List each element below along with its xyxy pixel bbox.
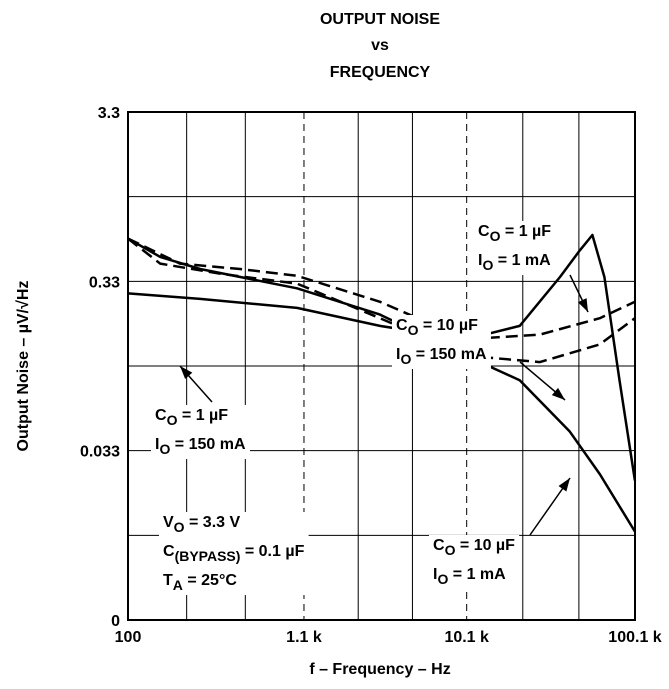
annotation-part: = 1 µF [177,407,228,424]
annotation-part: O [437,571,448,587]
annotation-part: O [490,228,501,244]
annotation-part: O [408,322,419,338]
y-tick-label: 0 [111,613,120,630]
annotation-bg [159,512,309,595]
annotation-text: CO = 1 µF [478,223,551,244]
annotation-part: O [445,542,456,558]
annotation-part: A [173,577,183,593]
annotation-part: = 10 µF [418,317,478,334]
line-series [127,233,637,481]
annotation-part: O [159,441,170,457]
line-series [127,237,636,533]
annotation-arrowhead [180,366,193,380]
annotation-part: = 1 mA [493,252,551,269]
annotation-text: IO = 1 mA [433,566,506,587]
annotation-text: CO = 10 µF [433,537,515,558]
x-tick-label: 10.1 k [444,629,489,646]
y-tick-label: 3.3 [98,105,120,122]
annotation-bg [151,405,250,459]
annotation-arrowhead [558,478,570,492]
annotation-part: C [433,537,445,554]
annotation-text: CO = 10 µF [396,317,478,338]
annotation-part: = 3.3 V [185,514,241,531]
annotation-part: T [163,572,173,589]
annotation-part: O [167,412,178,428]
annotation-part: I [478,252,482,269]
annotation-part: O [400,351,411,367]
annotation-part: I [433,566,437,583]
annotation-text: VO = 3.3 V [163,514,240,535]
annotation-bg [429,535,520,589]
annotation-text: C(BYPASS) = 0.1 µF [163,543,305,564]
annotation-text: IO = 1 mA [478,252,551,273]
x-axis-title: f – Frequency – Hz [309,661,450,678]
annotation-part: = 0.1 µF [240,543,304,560]
annotation-text: IO = 150 mA [396,346,487,367]
annotation-text: TA = 25°C [163,572,237,593]
annotation-part: = 10 µF [455,537,515,554]
line-series [127,237,636,341]
annotation-part: = 25°C [183,572,237,589]
annotation-part: (BYPASS) [175,548,241,564]
chart-title: vs [371,37,389,54]
annotation-part: C [396,317,408,334]
x-tick-label: 100 [115,629,142,646]
y-axis-title: Output Noise – µV/√Hz [15,281,32,452]
x-tick-label: 100.1 k [608,629,661,646]
annotation-part: C [155,407,167,424]
chart-title: OUTPUT NOISE [320,11,440,28]
annotation-part: C [163,543,175,560]
chart-title: FREQUENCY [330,64,431,81]
annotation-text: IO = 150 mA [155,436,246,457]
annotation-bg [392,315,491,369]
annotation-part: = 150 mA [411,346,487,363]
annotation-arrowhead [577,298,588,312]
line-series [127,237,636,364]
annotation-part: V [163,514,174,531]
annotation-bg [474,221,556,275]
plot-frame [127,111,636,621]
y-tick-label: 0.33 [89,274,120,291]
annotation-part: = 1 µF [500,223,551,240]
y-tick-label: 0.033 [80,444,120,461]
annotation-part: O [482,257,493,273]
annotation-part: O [174,519,185,535]
annotation-part: I [155,436,159,453]
annotation-part: C [478,223,490,240]
annotation-part: = 150 mA [170,436,246,453]
annotation-part: I [396,346,400,363]
annotation-part: = 1 mA [448,566,506,583]
x-tick-label: 1.1 k [286,629,322,646]
annotation-arrowhead [551,387,565,400]
annotation-text: CO = 1 µF [155,407,228,428]
